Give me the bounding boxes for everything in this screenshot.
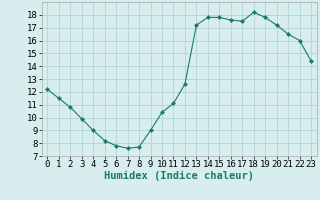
X-axis label: Humidex (Indice chaleur): Humidex (Indice chaleur) xyxy=(104,171,254,181)
